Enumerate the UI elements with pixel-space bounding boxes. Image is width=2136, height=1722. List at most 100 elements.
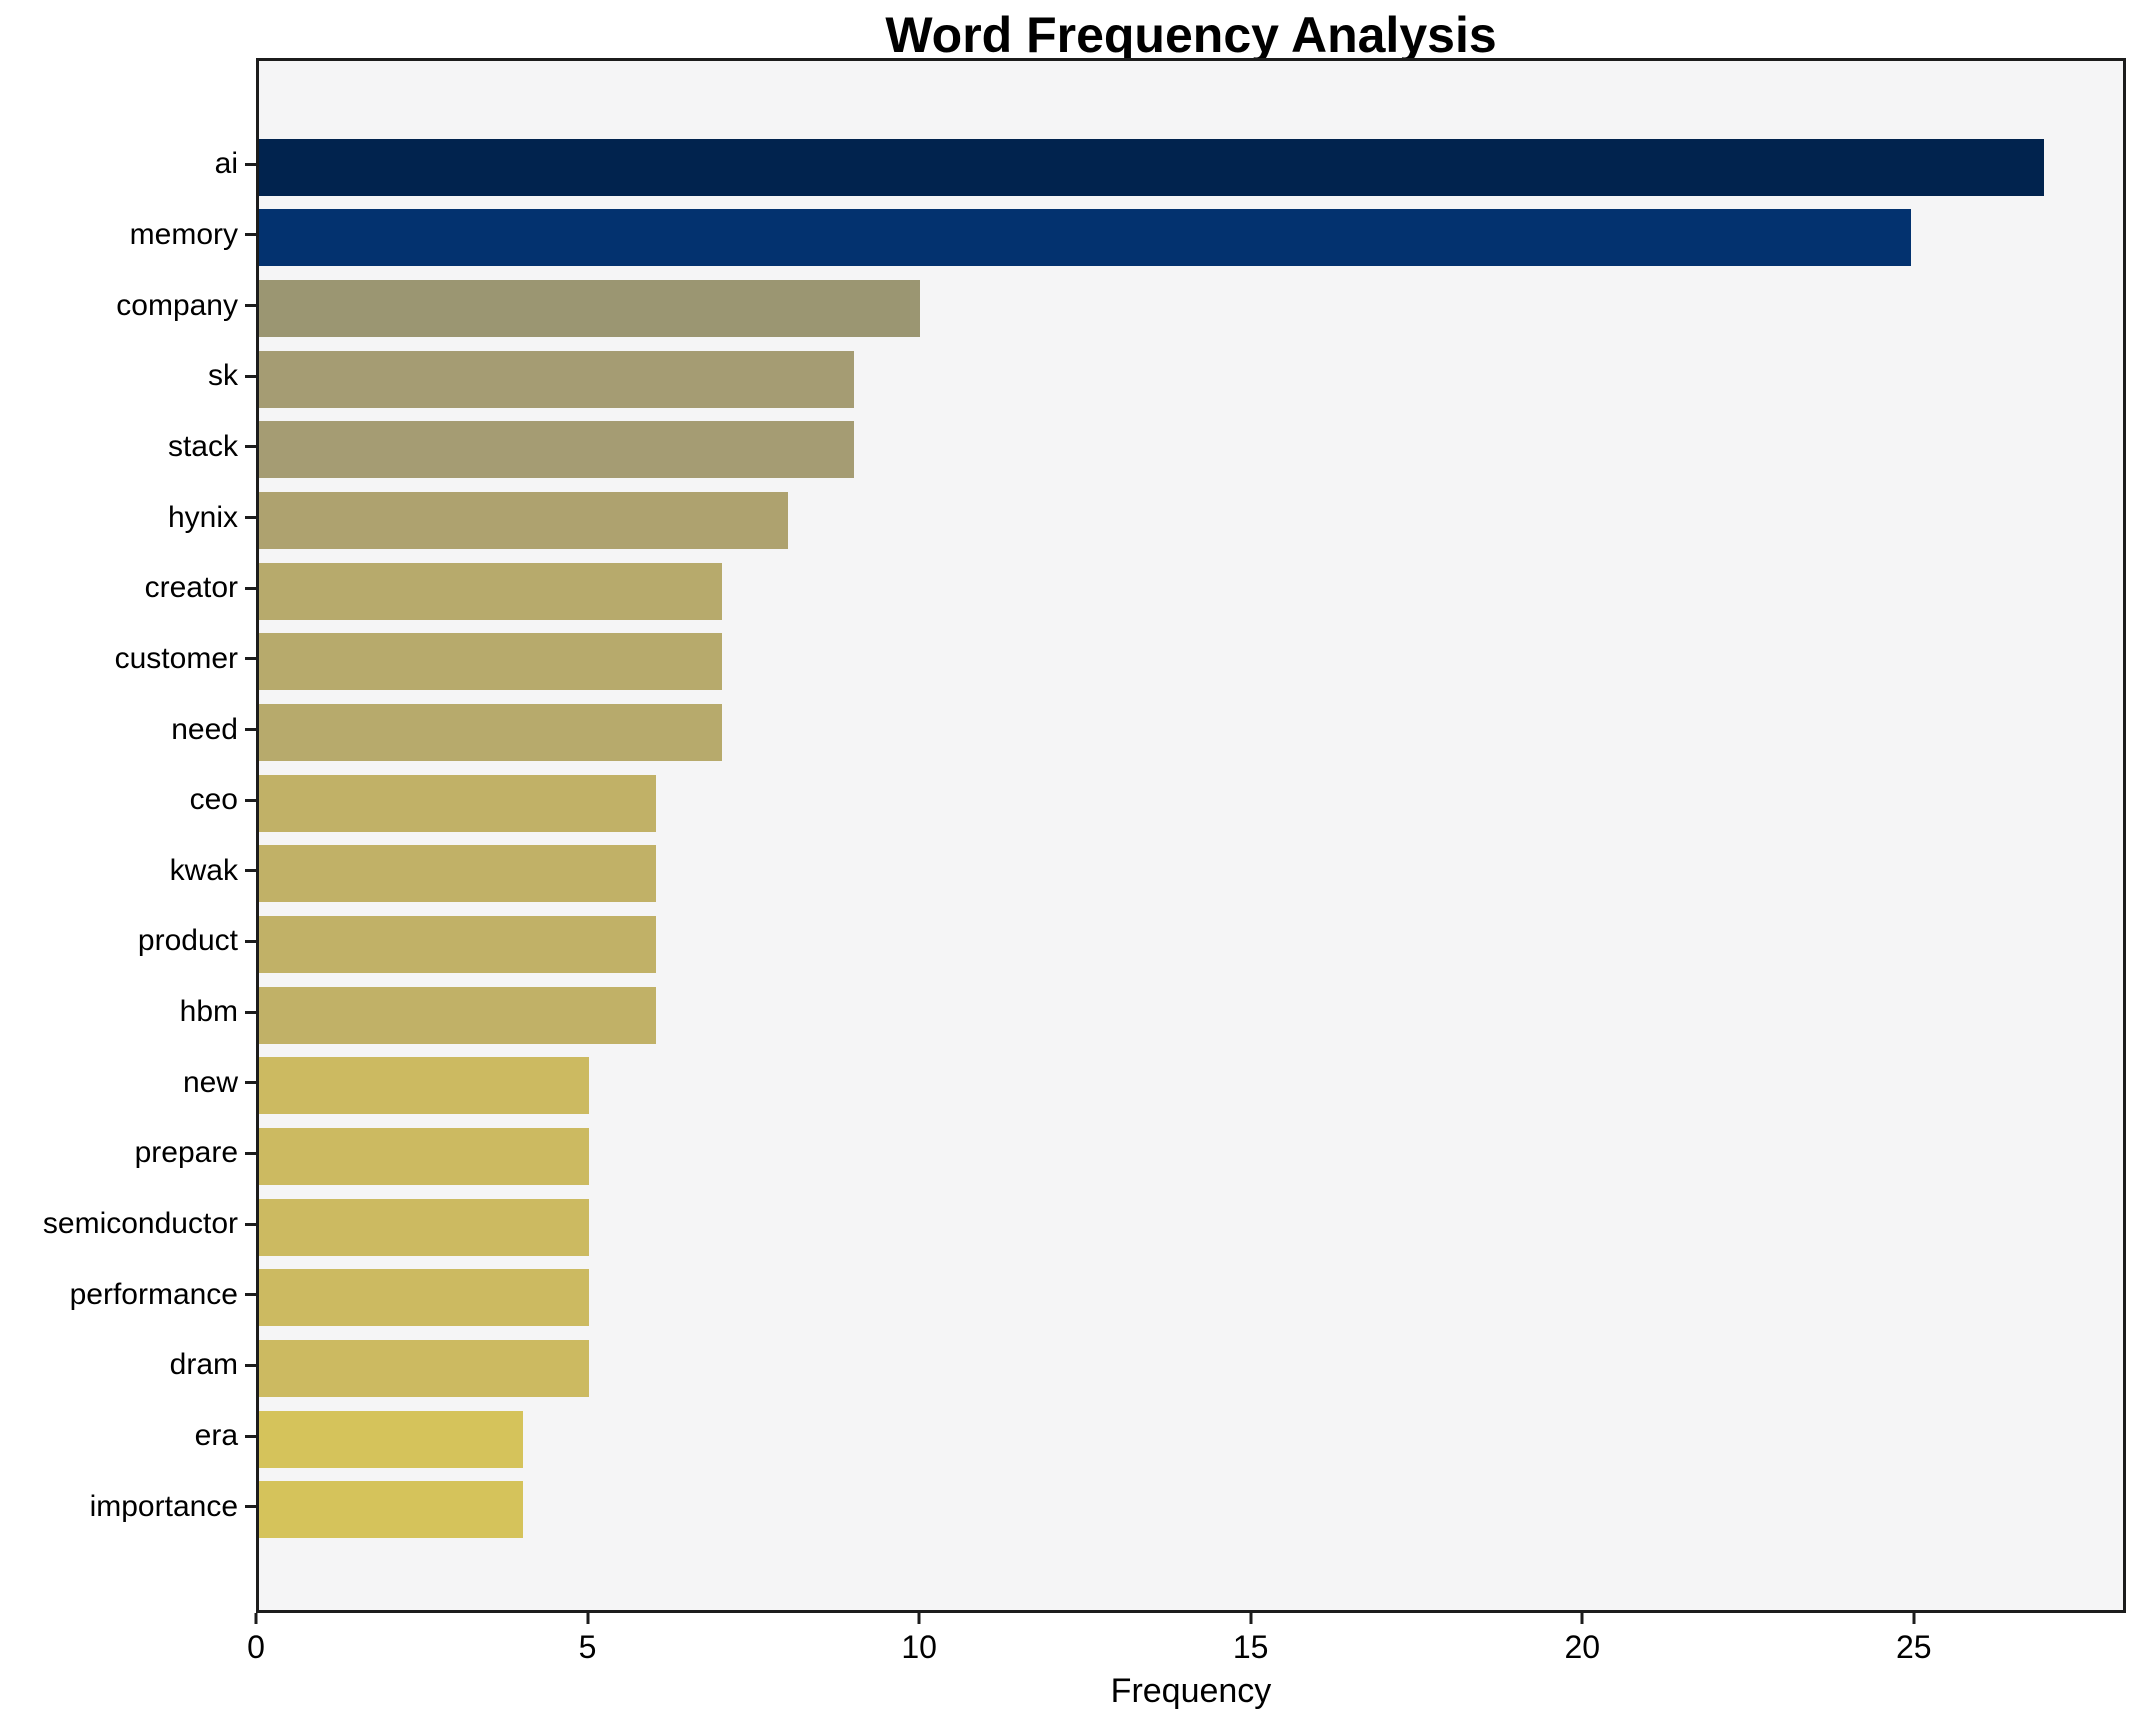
y-tick-label-customer: customer (114, 641, 238, 675)
y-tick-mark (245, 1010, 256, 1014)
bar-product (259, 915, 656, 973)
bar-row (259, 909, 2123, 980)
y-tick-label-kwak: kwak (169, 853, 238, 887)
x-tick-label-0: 0 (247, 1629, 265, 1665)
y-tick-label-hbm: hbm (179, 995, 238, 1029)
bar-dram (259, 1339, 590, 1397)
bar-row (259, 273, 2123, 344)
y-tick-row: need (0, 694, 256, 765)
y-tick-mark (245, 728, 256, 731)
y-tick-row: memory (0, 200, 256, 271)
y-tick-mark (245, 1363, 256, 1367)
y-tick-mark (245, 233, 256, 237)
y-tick-row: semiconductor (0, 1189, 256, 1260)
bar-row (259, 1192, 2123, 1263)
bar-row (259, 415, 2123, 486)
bar-row (259, 839, 2123, 910)
bar-memory (259, 209, 1912, 267)
x-axis-ticks: 0 5 10 15 20 25 (247, 1613, 2126, 1673)
y-tick-row: hynix (0, 482, 256, 553)
bar-row (259, 1050, 2123, 1121)
bar-new (259, 1057, 590, 1115)
y-tick-mark (245, 1293, 256, 1297)
bar-row (259, 1474, 2123, 1545)
bar-row (259, 768, 2123, 839)
x-tick-mark (917, 1613, 921, 1624)
y-tick-mark (245, 586, 256, 590)
x-tick-label-10: 10 (901, 1629, 937, 1665)
y-tick-mark (245, 162, 256, 166)
bar-ceo (259, 774, 656, 832)
x-tick-mark (1580, 1613, 1584, 1624)
bar-ai (259, 138, 2044, 196)
bar-company (259, 280, 920, 338)
y-tick-mark (245, 516, 256, 520)
y-tick-mark (245, 1434, 256, 1438)
y-tick-row: prepare (0, 1118, 256, 1189)
bar-row (259, 203, 2123, 274)
bar-stack (259, 421, 854, 479)
y-tick-mark (245, 869, 256, 873)
x-tick-mark (586, 1613, 590, 1624)
bar-need (259, 704, 722, 761)
y-tick-mark (245, 374, 256, 378)
x-tick-mark (1912, 1613, 1916, 1624)
x-tick-label-5: 5 (578, 1629, 597, 1665)
y-tick-mark (245, 1081, 256, 1085)
y-tick-label-stack: stack (167, 429, 238, 463)
y-tick-row: creator (0, 553, 256, 624)
y-tick-row: ceo (0, 765, 256, 836)
bar-row (259, 627, 2123, 698)
y-tick-row: product (0, 906, 256, 977)
bar-sk (259, 350, 854, 408)
bar-importance (259, 1481, 524, 1539)
y-tick-label-creator: creator (144, 571, 238, 605)
bar-kwak (259, 845, 656, 903)
bars-container (259, 132, 2123, 1545)
chart-title: Word Frequency Analysis (885, 7, 1497, 63)
y-tick-mark (245, 1505, 256, 1509)
bar-row (259, 1333, 2123, 1404)
bar-row (259, 1404, 2123, 1475)
y-tick-mark (245, 1151, 256, 1155)
plot-area (256, 58, 2126, 1613)
y-tick-label-company: company (116, 288, 238, 322)
y-tick-label-performance: performance (69, 1277, 238, 1311)
bar-row (259, 556, 2123, 627)
y-tick-label-importance: importance (89, 1489, 238, 1523)
y-tick-row: era (0, 1401, 256, 1472)
y-tick-row: hbm (0, 977, 256, 1048)
y-tick-mark (245, 1222, 256, 1226)
y-tick-label-need: need (171, 712, 238, 746)
y-tick-row: customer (0, 624, 256, 695)
bar-creator (259, 562, 722, 620)
y-tick-mark (245, 657, 256, 661)
y-tick-label-sk: sk (208, 359, 238, 393)
bar-hbm (259, 986, 656, 1044)
x-tick-label-20: 20 (1564, 1629, 1601, 1665)
y-tick-label-prepare: prepare (134, 1136, 238, 1170)
bar-row (259, 485, 2123, 556)
y-tick-mark (245, 939, 256, 943)
y-tick-label-semiconductor: semiconductor (42, 1207, 238, 1241)
x-tick-label-25: 25 (1896, 1629, 1932, 1665)
x-tick-mark (254, 1613, 258, 1624)
y-tick-label-dram: dram (169, 1348, 238, 1382)
y-tick-row: new (0, 1047, 256, 1118)
y-tick-row: ai (0, 129, 256, 200)
y-tick-label-memory: memory (129, 217, 238, 251)
y-axis-labels: ai memory company sk stack hynix creator custom… (0, 129, 256, 1542)
y-tick-label-product: product (137, 924, 238, 958)
y-tick-label-ceo: ceo (189, 783, 238, 817)
bar-hynix (259, 492, 788, 550)
y-tick-row: company (0, 270, 256, 341)
y-tick-row: performance (0, 1259, 256, 1330)
bar-row (259, 1262, 2123, 1333)
y-tick-label-hynix: hynix (167, 500, 238, 534)
y-tick-row: dram (0, 1330, 256, 1401)
y-tick-label-ai: ai (214, 147, 238, 181)
bar-row (259, 344, 2123, 415)
x-axis-title: Frequency (1110, 1672, 1272, 1710)
bar-row (259, 1121, 2123, 1192)
